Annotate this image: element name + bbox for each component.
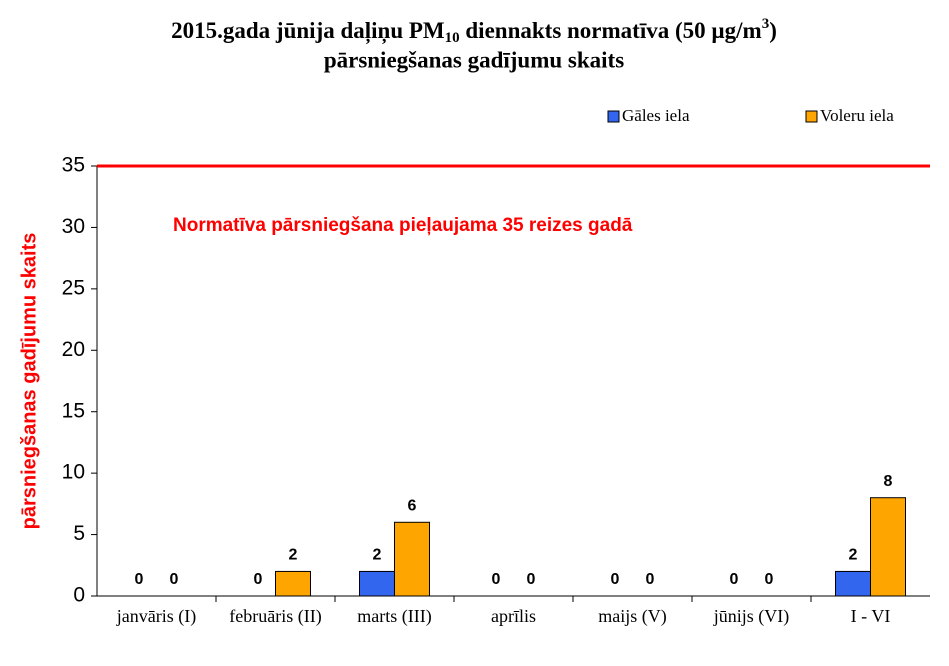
y-tick-label: 20 [62,338,85,361]
x-tick-label: maijs (V) [598,606,666,627]
data-label: 8 [884,473,893,490]
legend-label: Voleru iela [820,106,894,125]
data-label: 0 [646,571,655,588]
y-tick-label: 30 [62,215,85,238]
data-label: 6 [408,498,417,515]
title-part: 2015.gada jūnija daļiņu PM [171,18,445,45]
y-tick-label: 15 [62,399,85,422]
data-label: 0 [611,571,620,588]
title-sup: 3 [762,16,770,32]
title-part: diennakts normatīva (50 µg/m [460,18,762,43]
data-label: 0 [170,571,179,588]
data-label: 0 [492,571,501,588]
data-label: 2 [373,547,382,564]
y-axis-label: pārsniegšanas gadījumu skaits [18,233,40,530]
x-tick-label: marts (III) [357,606,431,627]
x-tick-label: janvāris (I) [116,606,196,627]
y-tick-label: 5 [73,522,85,545]
bar [870,497,906,597]
data-label: 0 [135,571,144,588]
legend-label: Gāles iela [622,106,690,125]
data-label: 0 [527,571,536,588]
title-part: ) [769,18,777,43]
bar [359,570,395,597]
data-label: 2 [849,547,858,564]
data-label: 2 [289,547,298,564]
chart-title-line2: pārsniegšanas gadījumu skaits [324,47,624,72]
title-sub: 10 [445,30,460,46]
y-tick-label: 10 [62,461,85,484]
bar [835,570,871,597]
y-tick-label: 0 [73,584,85,607]
data-label: 0 [730,571,739,588]
reference-label: Normatīva pārsniegšana pieļaujama 35 rei… [173,215,633,236]
x-tick-label: februāris (II) [229,606,321,627]
legend-swatch [805,110,818,123]
y-tick-label: 25 [62,276,85,299]
data-label: 0 [254,571,263,588]
y-tick-label: 35 [62,154,85,177]
bar [275,570,311,597]
x-tick-label: I - VI [851,606,891,626]
chart-title: 2015.gada jūnija daļiņu PM10 diennakts n… [171,16,777,46]
data-label: 0 [765,571,774,588]
x-tick-label: aprīlis [491,606,536,626]
legend-swatch [607,110,620,123]
x-tick-label: jūnijs (VI) [713,606,790,627]
bar [394,521,430,597]
